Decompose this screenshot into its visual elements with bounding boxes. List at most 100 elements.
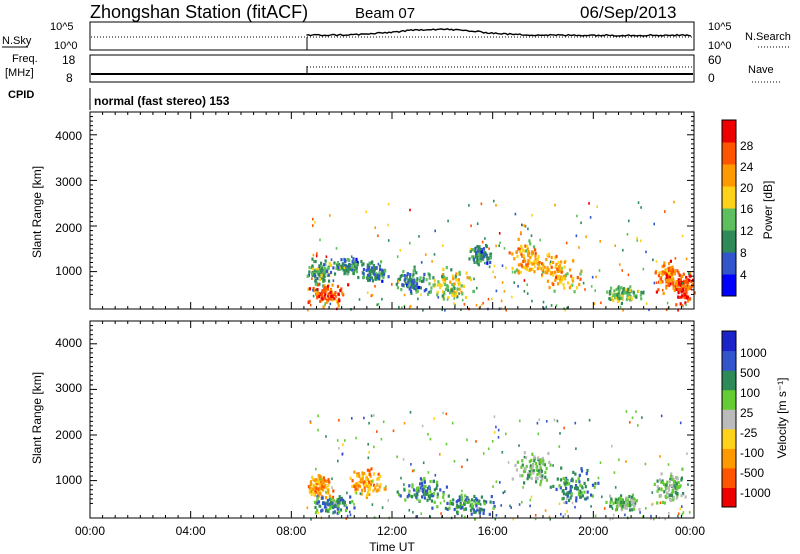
vel-cell <box>459 501 462 505</box>
power-cell <box>444 279 447 284</box>
power-cell <box>380 260 383 264</box>
power-cell <box>478 256 481 260</box>
nsky-panel: N.Sky 10^5 10^0 10^5 10^0 N.Search <box>2 21 791 52</box>
power-cell <box>309 303 312 307</box>
power-cell <box>590 285 593 288</box>
power-cell <box>366 291 369 294</box>
power-cell <box>458 292 460 295</box>
vel-cell <box>419 486 422 490</box>
power-cell <box>326 287 329 291</box>
vel-cell <box>536 421 539 425</box>
vel-cell <box>433 488 436 492</box>
vel-cell <box>326 501 329 505</box>
power-cell <box>671 272 674 276</box>
vel-cell <box>575 447 577 450</box>
vel-cell <box>570 485 574 489</box>
power-cell <box>338 304 340 308</box>
power-cell <box>476 245 479 249</box>
vel-cell <box>556 477 559 481</box>
power-cell <box>665 286 668 290</box>
power-cell <box>415 279 418 283</box>
power-cell <box>449 280 452 284</box>
vel-cell <box>574 484 578 488</box>
vel-cell <box>579 483 582 487</box>
power-cell <box>503 290 506 293</box>
power-cell <box>447 288 450 292</box>
power-cell <box>465 271 468 275</box>
power-cell <box>515 250 518 254</box>
vel-cell <box>519 419 521 423</box>
power-cell <box>673 269 677 273</box>
vel-cell <box>525 464 528 469</box>
vel-cell <box>661 500 664 504</box>
power-cell <box>562 283 565 287</box>
power-cell <box>325 288 328 292</box>
vel-cell <box>584 497 586 501</box>
vel-cell <box>316 480 319 484</box>
power-cell <box>661 272 664 276</box>
power-cell <box>331 283 334 287</box>
vel-cell <box>516 460 519 464</box>
vel-cell <box>631 508 634 512</box>
power-cell <box>557 261 560 265</box>
vel-colorbar-frame <box>721 330 737 508</box>
vel-cell <box>637 424 639 427</box>
power-cell <box>664 277 667 281</box>
vel-cell <box>653 482 656 486</box>
power-cell <box>473 260 476 264</box>
power-cell <box>521 254 524 258</box>
power-cell <box>415 288 418 292</box>
power-cell <box>451 293 454 297</box>
vel-cell <box>475 497 478 501</box>
power-cell <box>404 277 407 281</box>
power-cell <box>665 308 668 311</box>
power-cell <box>677 291 680 295</box>
vel-cell <box>439 501 442 505</box>
power-cell <box>544 270 547 274</box>
vel-cell <box>473 517 477 521</box>
vel-cell <box>537 432 540 436</box>
power-cell <box>373 267 376 271</box>
vel-cell <box>425 492 428 496</box>
vel-cell <box>324 483 327 487</box>
vel-cell <box>442 492 445 496</box>
power-cell <box>452 289 455 294</box>
power-cell <box>688 278 691 282</box>
power-cell <box>362 275 366 279</box>
vel-cell <box>376 430 378 433</box>
power-cell <box>408 278 411 282</box>
power-cell <box>571 283 574 287</box>
vel-cell <box>471 506 474 510</box>
vel-cell <box>512 517 515 521</box>
power-cell <box>355 270 358 274</box>
power-cell <box>668 276 672 280</box>
vel-cell <box>341 452 344 456</box>
vel-cell <box>420 481 424 486</box>
vel-cell <box>463 501 466 505</box>
vel-cell <box>354 490 357 494</box>
vel-cell <box>436 495 439 499</box>
power-cell <box>683 281 686 285</box>
power-cell <box>331 295 334 299</box>
power-cell <box>327 292 330 296</box>
vel-cell <box>570 493 573 497</box>
vel-cell <box>416 497 419 501</box>
power-cell <box>633 294 636 298</box>
power-cell <box>334 295 337 299</box>
vel-cell <box>349 510 351 514</box>
vel-cell <box>666 491 669 495</box>
power-cell <box>530 234 533 237</box>
power-cell <box>692 282 695 286</box>
power-cell <box>348 265 351 269</box>
power-cell <box>399 275 402 279</box>
power-cell <box>511 252 514 256</box>
power-cell <box>662 291 665 296</box>
vel-cell <box>618 500 621 505</box>
vel-cell <box>310 482 313 486</box>
power-cell <box>521 223 523 227</box>
vel-cell <box>663 482 666 486</box>
vel-cell <box>408 484 411 488</box>
vel-cell <box>447 494 450 498</box>
power-cell <box>343 266 346 270</box>
power-cell <box>401 306 403 310</box>
